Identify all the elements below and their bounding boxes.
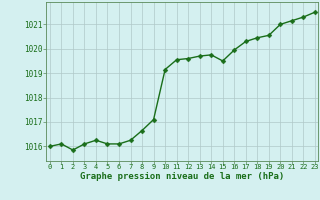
X-axis label: Graphe pression niveau de la mer (hPa): Graphe pression niveau de la mer (hPa) [80,172,284,181]
